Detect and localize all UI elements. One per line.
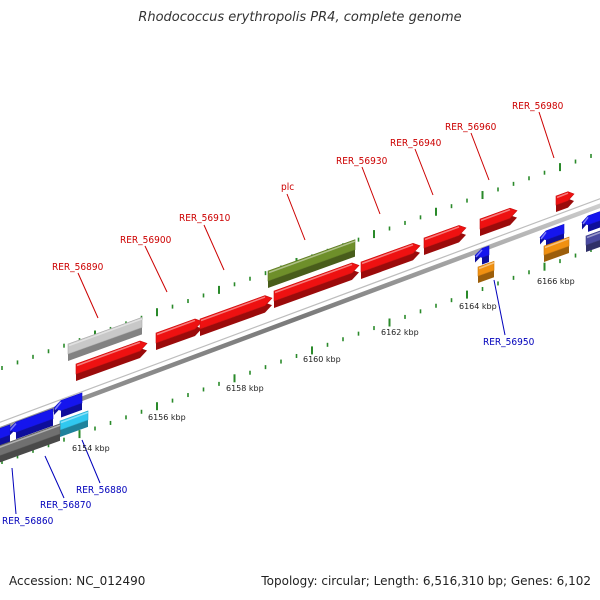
scale-label-6166: 6166 kbp <box>537 277 575 286</box>
leader-RER_56960 <box>470 132 490 181</box>
gene-RER_56880[interactable] <box>53 392 83 418</box>
leader-RER_56980 <box>538 111 555 159</box>
gene-darkgray-feature[interactable] <box>0 423 61 466</box>
leader-RER_56890 <box>77 272 99 319</box>
gene-plc-red[interactable] <box>273 262 360 308</box>
leader-RER_56870 <box>44 455 65 499</box>
leader-RER_56880 <box>81 439 101 484</box>
leader-plc <box>286 193 306 241</box>
gene-label-RER_56950[interactable]: RER_56950 <box>483 337 535 348</box>
gene-gray-feature[interactable] <box>67 316 143 361</box>
gene-label-RER_56900[interactable]: RER_56900 <box>120 235 172 246</box>
gene-orange-1[interactable] <box>477 260 495 283</box>
map-title: Rhodococcus erythropolis PR4, complete g… <box>138 10 462 25</box>
gene-orange-1-highlight <box>478 262 495 270</box>
gene-label-RER_56930[interactable]: RER_56930 <box>336 156 388 167</box>
gene-RER_56870-face[interactable] <box>7 408 54 433</box>
gene-blue-right-2-face[interactable] <box>581 210 600 226</box>
gene-blue-right-2-highlight <box>582 216 589 225</box>
scale-label-6154: 6154 kbp <box>72 444 110 453</box>
gene-label-plc[interactable]: plc <box>281 182 294 193</box>
gene-darkgray-feature-face[interactable] <box>0 423 61 459</box>
gene-blue-right-1-highlight <box>540 231 547 240</box>
gene-features[interactable] <box>0 191 600 466</box>
scale-label-6160: 6160 kbp <box>303 355 341 364</box>
gene-RER_56910[interactable] <box>199 295 273 336</box>
gene-RER_56930-face[interactable] <box>360 242 421 273</box>
gene-RER_56880-highlight <box>54 401 62 410</box>
gene-plc-red-face[interactable] <box>273 262 360 302</box>
gene-label-RER_56880[interactable]: RER_56880 <box>76 485 128 496</box>
gene-RER_56910-highlight <box>200 296 266 322</box>
gene-label-RER_56960[interactable]: RER_56960 <box>445 122 497 133</box>
gene-navy-feature[interactable] <box>585 229 600 252</box>
gene-RER_56860[interactable] <box>0 424 11 447</box>
gene-RER_56930-highlight <box>361 244 414 265</box>
tick-marks <box>1 153 592 464</box>
gene-orange-2[interactable] <box>543 236 570 262</box>
gene-RER_56880-face[interactable] <box>53 392 83 411</box>
genome-backbone <box>0 198 600 432</box>
scale-label-6158: 6158 kbp <box>226 384 264 393</box>
gene-label-RER_56860[interactable]: RER_56860 <box>2 516 54 527</box>
gene-label-RER_56890[interactable]: RER_56890 <box>52 262 104 273</box>
gene-RER_56940-highlight <box>424 226 460 241</box>
gene-RER_56960[interactable] <box>479 207 518 236</box>
gene-label-RER_56870[interactable]: RER_56870 <box>40 500 92 511</box>
gene-blue-right-1-face[interactable] <box>539 223 565 241</box>
leader-RER_56900 <box>144 245 168 293</box>
gene-RER_56900-face[interactable] <box>155 318 203 344</box>
leader-RER_56950 <box>493 279 506 336</box>
leader-RER_56940 <box>414 148 434 196</box>
gene-gray-feature-face[interactable] <box>67 316 143 355</box>
gene-RER_56900[interactable] <box>155 318 203 350</box>
gene-RER_56930[interactable] <box>360 242 421 279</box>
gene-RER_56960-highlight <box>480 208 511 222</box>
leader-RER_56860 <box>11 467 17 515</box>
gene-RER_56910-face[interactable] <box>199 295 273 330</box>
backbone-line-2 <box>0 198 600 423</box>
gene-plc[interactable] <box>267 239 356 288</box>
gene-RER_56980[interactable] <box>555 191 575 212</box>
gene-label-RER_56980[interactable]: RER_56980 <box>512 101 564 112</box>
gene-cyan-feature[interactable] <box>59 410 89 437</box>
leader-RER_56930 <box>361 166 381 215</box>
gene-blue-right-2[interactable] <box>581 210 600 232</box>
gene-RER_56980-highlight <box>556 192 569 199</box>
gene-RER_56950[interactable] <box>474 245 490 265</box>
gene-gray-feature-highlight <box>68 318 143 347</box>
gene-navy-feature-highlight <box>586 231 600 239</box>
gene-label-RER_56940[interactable]: RER_56940 <box>390 138 442 149</box>
gene-plc-face[interactable] <box>267 239 356 282</box>
leader-RER_56910 <box>203 224 225 271</box>
gene-RER_56940-face[interactable] <box>423 225 467 249</box>
gene-orange-2-highlight <box>544 237 570 249</box>
gene-RER_56890[interactable] <box>75 340 148 381</box>
gene-RER_56890-face[interactable] <box>75 340 148 375</box>
gene-RER_56890-highlight <box>76 341 141 367</box>
gene-RER_56980-face[interactable] <box>555 191 575 206</box>
genome-summary-text: Topology: circular; Length: 6,516,310 bp… <box>261 574 591 588</box>
gene-plc-red-highlight <box>274 263 353 294</box>
gene-plc-highlight <box>268 240 356 274</box>
gene-RER_56900-highlight <box>156 319 196 336</box>
scale-label-6164: 6164 kbp <box>459 302 497 311</box>
scale-label-6156: 6156 kbp <box>148 413 186 422</box>
gene-RER_56860-face[interactable] <box>0 424 11 440</box>
accession-text: Accession: NC_012490 <box>9 574 146 588</box>
gene-RER_56940[interactable] <box>423 225 467 255</box>
label-leader-lines <box>11 111 555 515</box>
gene-label-RER_56910[interactable]: RER_56910 <box>179 213 231 224</box>
gene-RER_56950-highlight <box>475 249 483 258</box>
gene-darkgray-feature-highlight <box>0 424 61 449</box>
backbone-line-1 <box>0 203 600 432</box>
gene-RER_56960-face[interactable] <box>479 207 518 230</box>
scale-label-6162: 6162 kbp <box>381 328 419 337</box>
gene-cyan-feature-highlight <box>60 411 89 424</box>
